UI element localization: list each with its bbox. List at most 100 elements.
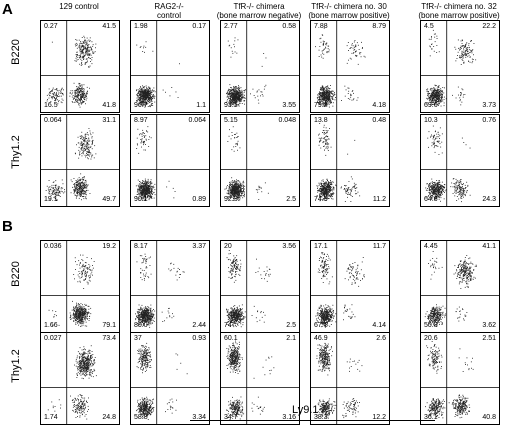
dot-plot-svg: [311, 241, 389, 332]
dot-plot-r3-c5: 4.45 41.1 50.8 3.62: [420, 240, 500, 333]
dot-plot-r3-c4: 17.1 11.7 67.1 4.14: [310, 240, 390, 333]
quadrant-upper-right-value: 0.76: [482, 117, 496, 124]
event-dots: [46, 35, 97, 108]
column-header-line1: TfR-/- chimera: [233, 2, 285, 11]
dot-plot-svg: [221, 21, 299, 112]
dot-plot-svg: [311, 21, 389, 112]
quadrant-lower-left-value: 93.1: [224, 102, 238, 109]
dot-plot-r4-c4: 46.9 2.6 38.3 12.2: [310, 332, 390, 425]
quadrant-upper-right-value: 0.064: [188, 117, 206, 124]
quadrant-upper-right-value: 22.2: [482, 23, 496, 30]
event-dots: [315, 27, 366, 108]
panel-letter-a: A: [2, 1, 13, 18]
quadrant-upper-right-value: 8.79: [372, 23, 386, 30]
quadrant-upper-left-value: 5.15: [224, 117, 238, 124]
quadrant-lower-right-value: 3.62: [482, 322, 496, 329]
event-dots: [226, 340, 275, 420]
dot-plot-svg: [131, 115, 209, 206]
dot-plot-svg: [311, 333, 389, 424]
quadrant-lower-right-value: 2.5: [286, 322, 296, 329]
event-dots: [136, 342, 188, 420]
quadrant-lower-right-value: 79.1: [102, 322, 116, 329]
column-header-4: TfR-/- chimera no. 30 (bone marrow positi…: [301, 2, 397, 20]
event-dots: [47, 345, 97, 420]
column-header-line1: TfR-/- chimera no. 30: [311, 2, 387, 11]
event-dots: [48, 254, 95, 327]
quadrant-upper-left-value: 60.1: [224, 335, 238, 342]
quadrant-lower-left-value: 86.0: [134, 322, 148, 329]
quadrant-upper-left-value: 0.064: [44, 117, 62, 124]
quadrant-lower-right-value: 3.16: [282, 414, 296, 421]
quadrant-lower-left-value: 67.1: [314, 322, 328, 329]
column-header-line1: RAG2-/-: [154, 2, 184, 11]
quadrant-lower-left-value: 58.8: [134, 414, 148, 421]
dot-plot-r3-c2: 8.17 3.37 86.0 2.44: [130, 240, 210, 333]
dot-plot-svg: [41, 21, 119, 112]
event-dots: [424, 251, 477, 327]
quadrant-upper-left-value: 10.3: [424, 117, 438, 124]
column-header-line1: 129 control: [59, 2, 99, 11]
event-dots: [45, 128, 97, 201]
quadrant-lower-left-value: 1.66: [44, 322, 58, 329]
event-dots: [224, 126, 269, 201]
quadrant-upper-left-value: 0.27: [44, 23, 58, 30]
quadrant-upper-left-value: 0.036: [44, 243, 62, 250]
quadrant-lower-right-value: 40.8: [482, 414, 496, 421]
quadrant-upper-right-value: 0.48: [372, 117, 386, 124]
dot-plot-svg: [221, 241, 299, 332]
quadrant-upper-right-value: 19.2: [102, 243, 116, 250]
quadrant-upper-left-value: 1.98: [134, 23, 148, 30]
dot-plot-r2-c1: 0.064 31.1 19.1 49.7: [40, 114, 120, 207]
column-header-2: RAG2-/- control: [121, 2, 217, 20]
quadrant-lower-left-value: 96.7: [134, 102, 148, 109]
event-dots: [225, 37, 267, 107]
column-header-line2: (bone marrow positive): [418, 11, 500, 20]
quadrant-lower-right-value: 3.34: [192, 414, 206, 421]
dot-plot-r1-c5: 4.5 22.2 69.6 3.73: [420, 20, 500, 113]
quadrant-upper-left-value: 17.1: [314, 243, 328, 250]
quadrant-lower-left-value: 90.1: [134, 196, 148, 203]
quadrant-upper-right-value: 31.1: [102, 117, 116, 124]
dot-plot-svg: [421, 115, 499, 206]
dot-plot-r1-c4: 7.88 8.79 79.2 4.18: [310, 20, 390, 113]
quadrant-lower-right-value: 4.18: [372, 102, 386, 109]
quadrant-upper-left-value: 8.97: [134, 117, 148, 124]
quadrant-lower-left-value: 34.7: [224, 414, 238, 421]
row-label-b-bottom: Thy1.2: [10, 349, 22, 383]
event-dots: [425, 125, 471, 203]
dot-plot-r2-c2: 8.97 0.064 90.1 0.89: [130, 114, 210, 207]
dot-plot-r4-c1: 0.027 73.4 1.74 24.8: [40, 332, 120, 425]
panel-letter-b: B: [2, 218, 13, 235]
dot-plot-svg: [421, 21, 499, 112]
event-dots: [316, 123, 361, 202]
quadrant-lower-right-value: 24.3: [482, 196, 496, 203]
dot-plot-r2-c5: 10.3 0.76 64.6 24.3: [420, 114, 500, 207]
x-axis-line: [190, 420, 435, 421]
quadrant-lower-right-value: 3.55: [282, 102, 296, 109]
quadrant-lower-left-value: 36.1: [424, 414, 438, 421]
quadrant-lower-right-value: 24.8: [102, 414, 116, 421]
quadrant-upper-right-value: 3.37: [192, 243, 206, 250]
row-label-b-top: B220: [10, 261, 22, 287]
dot-plot-r4-c5: 20.6 2.51 36.1 40.8: [420, 332, 500, 425]
dot-plot-svg: [221, 333, 299, 424]
quadrant-lower-right-value: 41.8: [102, 102, 116, 109]
quadrant-upper-right-value: 73.4: [102, 335, 116, 342]
quadrant-lower-right-value: 12.2: [372, 414, 386, 421]
quadrant-lower-left-value: 16.5: [44, 102, 58, 109]
column-header-3: TfR-/- chimera (bone marrow negative): [211, 2, 307, 20]
quadrant-upper-right-value: 2.51: [482, 335, 496, 342]
dot-plot-svg: [221, 115, 299, 206]
column-header-line2: (bone marrow negative): [216, 11, 302, 20]
quadrant-upper-right-value: 41.1: [482, 243, 496, 250]
quadrant-lower-left-value: 74.5: [314, 196, 328, 203]
column-header-1: 129 control: [31, 2, 127, 11]
quadrant-upper-left-value: 13.8: [314, 117, 328, 124]
quadrant-upper-right-value: 2.6: [376, 335, 386, 342]
dot-plot-r1-c2: 1.98 0.17 96.7 1.1: [130, 20, 210, 113]
dot-plot-svg: [421, 241, 499, 332]
quadrant-lower-right-value: 49.7: [102, 196, 116, 203]
quadrant-upper-left-value: 4.45: [424, 243, 438, 250]
quadrant-upper-left-value: 2.77: [224, 23, 238, 30]
quadrant-lower-left-value: 74: [224, 322, 232, 329]
